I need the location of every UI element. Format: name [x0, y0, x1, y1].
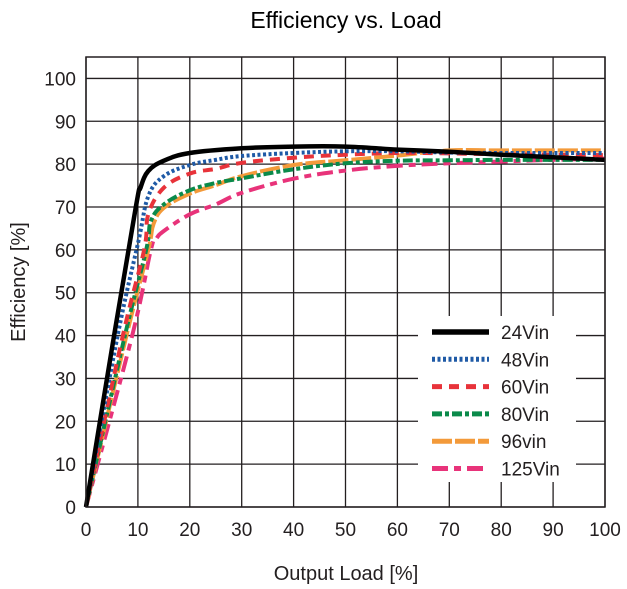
series-line-24vin	[83, 144, 606, 508]
series-line-48vin	[84, 149, 605, 508]
x-tick-label: 60	[387, 520, 408, 541]
x-tick-label: 20	[179, 520, 200, 541]
y-tick-label: 70	[55, 198, 76, 219]
legend-label: 96vin	[501, 432, 546, 453]
plot-frame	[85, 56, 606, 508]
x-tick-label: 50	[335, 520, 356, 541]
legend-label: 24Vin	[501, 323, 549, 344]
x-tick-label: 10	[127, 520, 148, 541]
chart-title: Efficiency vs. Load	[250, 7, 441, 33]
y-tick-label: 50	[55, 284, 76, 305]
series-group	[83, 144, 606, 508]
legend-background	[418, 316, 576, 482]
series-line-80vin	[84, 157, 605, 508]
x-tick-label: 0	[81, 520, 92, 541]
y-tick-label: 90	[55, 112, 76, 133]
y-tick-label: 0	[65, 498, 76, 519]
y-tick-label: 100	[44, 69, 76, 90]
x-tick-label: 90	[543, 520, 564, 541]
legend-label: 60Vin	[501, 378, 549, 399]
legend: 24Vin 48Vin 60Vin 80Vin 96vin 125Vin	[418, 316, 576, 482]
legend-label: 48Vin	[501, 350, 549, 371]
x-tick-label: 100	[589, 520, 621, 541]
y-axis-label: Efficiency [%]	[8, 222, 30, 342]
series-line-125vin	[84, 156, 606, 508]
y-tick-labels: 0 10 20 30 40 50 60 70 80 90 100	[44, 69, 76, 519]
y-tick-label: 30	[55, 369, 76, 390]
x-axis-label: Output Load [%]	[274, 563, 419, 585]
x-tick-label: 30	[231, 520, 252, 541]
x-tick-label: 40	[283, 520, 304, 541]
legend-label: 80Vin	[501, 405, 549, 426]
y-tick-label: 40	[55, 327, 76, 348]
x-tick-label: 70	[439, 520, 460, 541]
y-tick-label: 60	[55, 241, 76, 262]
x-tick-label: 80	[491, 520, 512, 541]
legend-label: 125Vin	[501, 460, 560, 481]
x-tick-labels: 0 10 20 30 40 50 60 70 80 90 100	[81, 520, 621, 541]
y-tick-label: 10	[55, 455, 76, 476]
y-tick-label: 20	[55, 412, 76, 433]
y-tick-label: 80	[55, 155, 76, 176]
